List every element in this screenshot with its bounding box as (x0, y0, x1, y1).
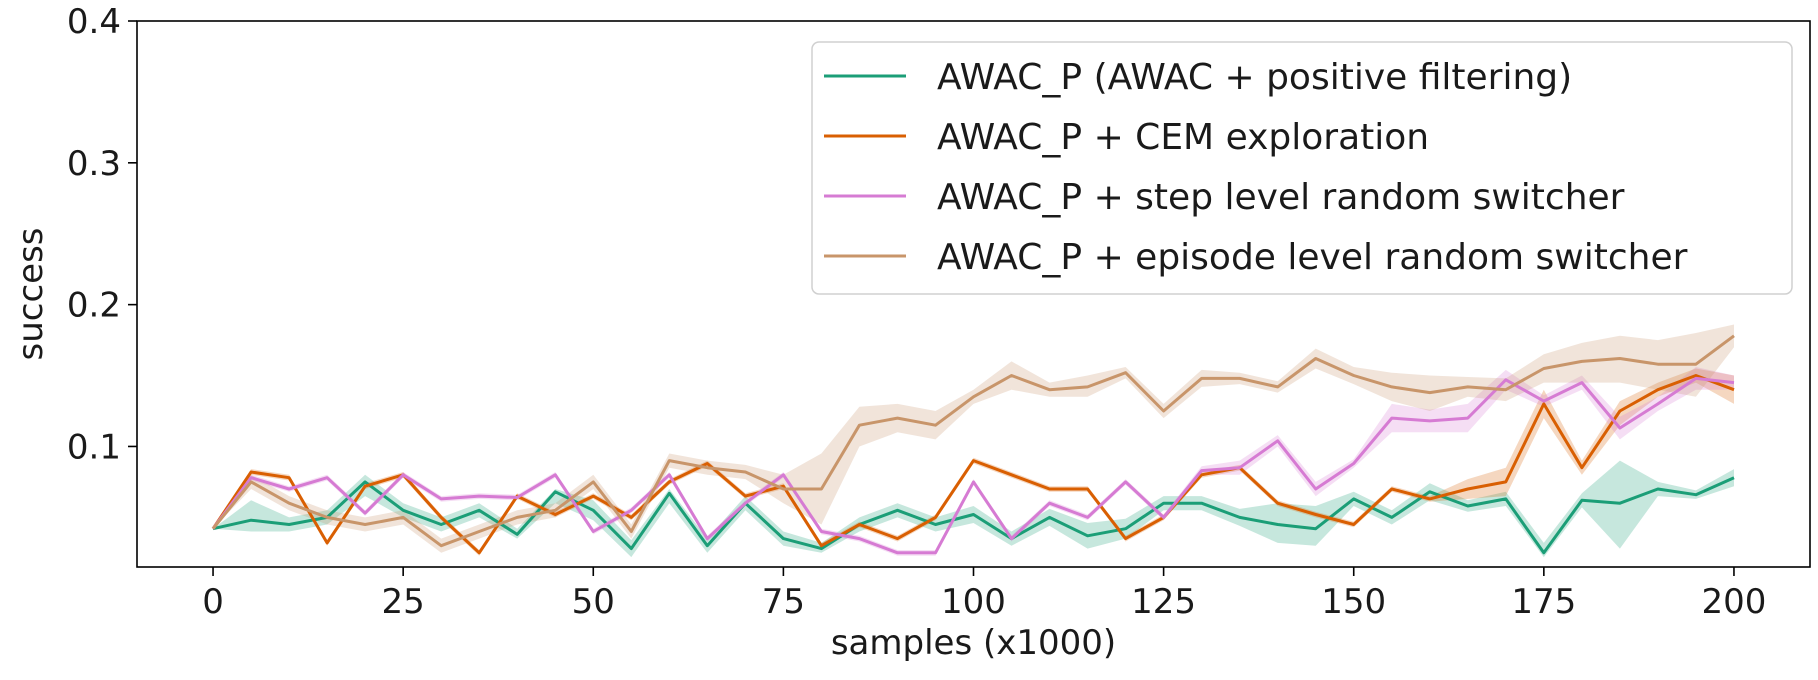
band-series-1 (213, 460, 1734, 558)
x-tick-label: 0 (202, 582, 224, 622)
x-tick-label: 175 (1511, 582, 1576, 622)
series-lines (211, 334, 1735, 555)
legend-label: AWAC_P + CEM exploration (937, 117, 1429, 158)
legend-label: AWAC_P (AWAC + positive filtering) (937, 57, 1572, 98)
x-tick-label: 100 (941, 582, 1006, 622)
x-tick-label: 125 (1131, 582, 1196, 622)
y-tick-label: 0.2 (67, 286, 121, 326)
x-tick-label: 150 (1321, 582, 1386, 622)
x-tick-label: 200 (1702, 582, 1767, 622)
line-series-4 (211, 334, 1735, 548)
x-tick-label: 75 (762, 582, 805, 622)
band-series-4 (213, 324, 1734, 553)
x-axis: 0 25 50 75 100 125 150 175 200 (202, 567, 1766, 622)
legend-label: AWAC_P + step level random switcher (937, 177, 1625, 218)
y-tick-label: 0.1 (67, 427, 121, 467)
x-tick-label: 50 (572, 582, 615, 622)
legend-box (811, 41, 1793, 295)
legend: AWAC_P (AWAC + positive filtering) AWAC_P… (811, 41, 1793, 295)
y-axis: 0.1 0.2 0.3 0.4 (67, 2, 137, 467)
confidence-bands (213, 324, 1734, 558)
x-axis-label: samples (x1000) (831, 623, 1116, 663)
line-series-3 (211, 376, 1735, 555)
y-tick-label: 0.4 (67, 2, 121, 42)
line-series-1 (212, 476, 1735, 555)
band-series-3 (213, 367, 1734, 556)
x-tick-label: 25 (382, 582, 425, 622)
y-axis-label: success (11, 228, 51, 361)
legend-label: AWAC_P + episode level random switcher (937, 237, 1688, 278)
line-series-2 (211, 374, 1735, 555)
y-tick-label: 0.3 (67, 144, 121, 184)
